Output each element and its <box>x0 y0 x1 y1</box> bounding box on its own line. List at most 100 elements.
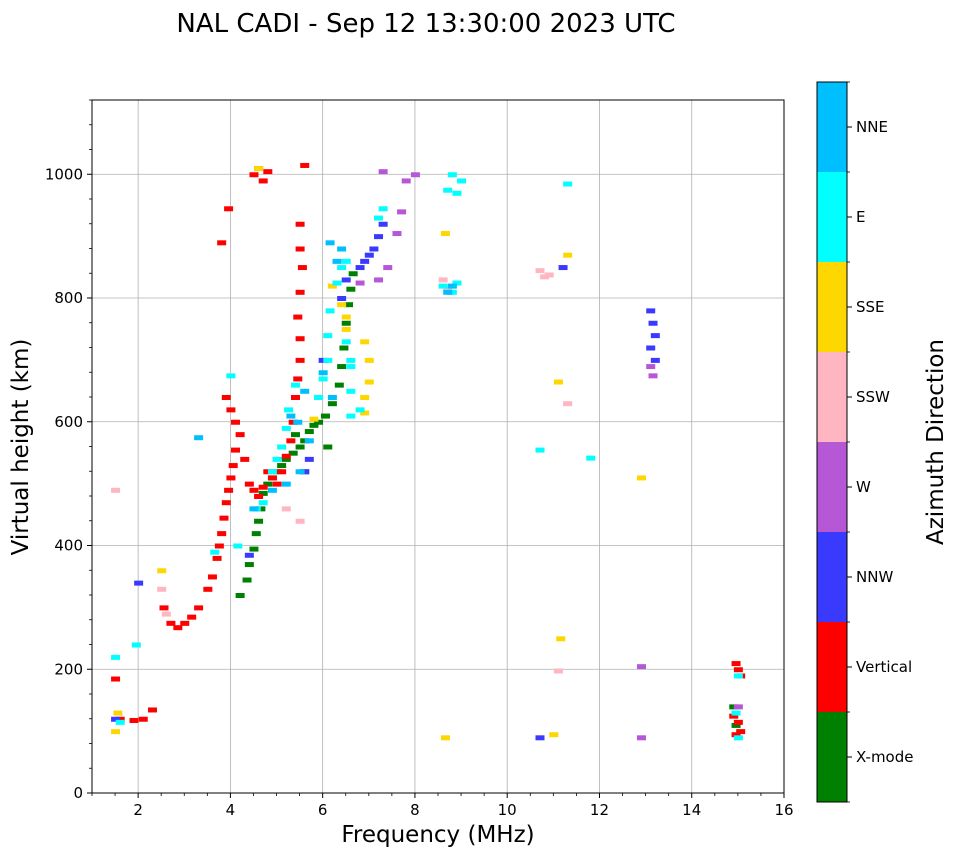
data-point <box>440 735 450 741</box>
data-point <box>244 552 254 558</box>
data-point <box>235 593 245 598</box>
data-point <box>111 729 121 735</box>
data-point <box>258 500 268 506</box>
data-point <box>374 215 384 221</box>
y-axis-label: Virtual height (km) <box>8 339 34 556</box>
data-point <box>187 614 197 620</box>
data-point <box>383 265 393 271</box>
series-nne <box>194 240 457 512</box>
data-point <box>293 314 303 320</box>
data-point <box>327 401 337 407</box>
data-point <box>447 289 457 295</box>
data-point <box>341 258 351 264</box>
x-tick-label: 2 <box>133 801 143 819</box>
data-point <box>323 444 333 450</box>
x-tick-label: 10 <box>498 801 517 819</box>
data-point <box>297 265 307 271</box>
data-point <box>731 722 741 728</box>
data-point <box>219 515 229 521</box>
series-vertical <box>111 162 746 738</box>
data-point <box>337 302 347 308</box>
y-tick-label: 200 <box>54 660 83 678</box>
data-point <box>286 413 296 419</box>
data-point <box>300 388 310 394</box>
data-point <box>646 345 656 351</box>
data-point <box>733 704 743 710</box>
data-point <box>355 407 365 413</box>
data-point <box>337 364 347 370</box>
data-point <box>226 475 236 481</box>
data-point <box>295 246 305 252</box>
x-axis-label: Frequency (MHz) <box>341 822 534 848</box>
data-point <box>254 166 264 172</box>
data-point <box>235 432 245 438</box>
data-point <box>636 664 646 670</box>
data-points <box>111 162 746 741</box>
colorbar-label: Azimuth Direction <box>923 339 949 545</box>
colorbar-label-item: SSE <box>856 298 885 316</box>
data-point <box>325 308 335 314</box>
data-point <box>325 240 335 246</box>
data-point <box>249 546 259 552</box>
data-point <box>157 586 167 592</box>
data-point <box>161 611 171 617</box>
x-tick-label: 6 <box>318 801 328 819</box>
data-point <box>251 531 261 537</box>
data-point <box>228 463 238 469</box>
data-point <box>111 676 121 682</box>
data-point <box>290 432 300 438</box>
data-point <box>558 265 568 271</box>
data-point <box>263 481 273 487</box>
data-point <box>586 455 596 461</box>
data-point <box>221 500 231 506</box>
data-point <box>304 438 314 444</box>
data-point <box>563 252 573 258</box>
data-point <box>731 732 741 738</box>
data-point <box>207 574 217 580</box>
data-point <box>272 469 282 475</box>
data-point <box>553 379 563 385</box>
data-point <box>452 190 462 196</box>
data-point <box>369 246 379 252</box>
data-point <box>457 178 467 184</box>
data-point <box>203 586 213 592</box>
data-point <box>544 272 554 278</box>
data-point <box>733 673 743 679</box>
data-point <box>256 506 266 512</box>
data-point <box>360 395 370 400</box>
data-point <box>304 429 314 435</box>
data-point <box>281 456 291 462</box>
data-point <box>194 435 204 441</box>
data-point <box>535 447 545 453</box>
data-point <box>736 729 746 735</box>
data-point <box>556 636 566 642</box>
data-point <box>378 221 388 227</box>
data-point <box>111 654 121 660</box>
data-point <box>443 187 453 193</box>
grid-lines <box>92 100 785 794</box>
data-point <box>272 456 282 462</box>
data-point <box>648 373 658 379</box>
data-point <box>288 450 298 456</box>
data-point <box>443 286 453 292</box>
series-e <box>111 172 743 741</box>
data-point <box>323 357 333 363</box>
x-tick-label: 14 <box>682 801 701 819</box>
data-point <box>293 376 303 382</box>
data-point <box>346 364 356 370</box>
data-point <box>267 475 277 481</box>
data-point <box>733 719 743 725</box>
data-point <box>318 370 328 376</box>
data-point <box>157 568 167 574</box>
series-sse <box>111 166 646 741</box>
data-point <box>447 283 457 289</box>
colorbar-label-item: E <box>856 208 865 226</box>
y-tick-label: 600 <box>54 413 83 431</box>
data-point <box>231 447 241 453</box>
data-point <box>440 231 450 237</box>
y-tick-label: 1000 <box>45 165 83 183</box>
plot-area: 2 4 6 8 10 12 14 16 0 200 400 600 800 1000 <box>45 99 794 819</box>
data-point <box>277 463 287 469</box>
data-point <box>332 258 342 264</box>
data-point <box>374 234 384 240</box>
